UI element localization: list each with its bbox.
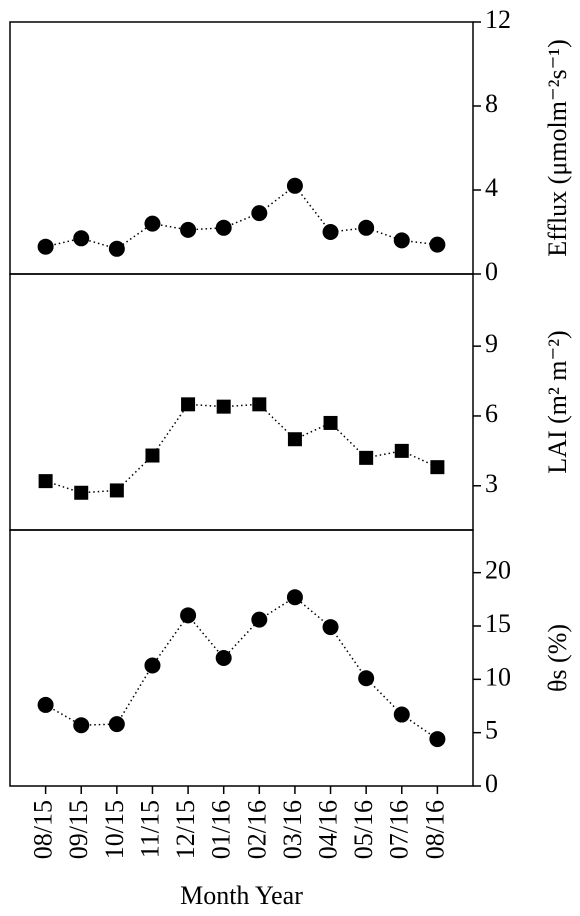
x-tick-label: 09/15	[64, 800, 93, 859]
marker	[358, 670, 375, 687]
marker	[251, 611, 268, 628]
x-tick-label: 11/15	[135, 800, 164, 858]
marker	[215, 219, 232, 236]
y-tick-label: 3	[485, 469, 498, 498]
y-tick-label: 15	[485, 609, 511, 638]
marker	[358, 219, 375, 236]
marker	[216, 399, 231, 414]
marker	[393, 232, 410, 249]
series-line	[45, 403, 438, 494]
y-tick-label: 9	[485, 329, 498, 358]
marker	[180, 607, 197, 624]
marker	[180, 221, 197, 238]
marker	[37, 696, 54, 713]
marker	[37, 238, 54, 255]
marker	[323, 415, 338, 430]
y-tick-label: 0	[485, 769, 498, 798]
marker	[429, 236, 446, 253]
y-axis-label: LAI (m² m⁻²)	[543, 330, 572, 473]
x-tick-label: 10/15	[100, 800, 129, 859]
marker	[144, 215, 161, 232]
marker	[430, 460, 445, 475]
x-tick-label: 08/16	[420, 800, 449, 859]
x-tick-label: 02/16	[242, 800, 271, 859]
marker	[108, 240, 125, 257]
x-tick-label: 04/16	[314, 800, 343, 859]
marker	[322, 224, 339, 240]
series-line	[45, 184, 438, 250]
y-axis-label: Efflux (μmolm⁻²s⁻¹)	[543, 39, 572, 257]
marker	[108, 716, 125, 733]
marker	[359, 450, 374, 465]
x-tick-label: 07/16	[385, 800, 414, 859]
plot-frame	[9, 529, 474, 787]
marker	[429, 731, 446, 748]
x-tick-label: 03/16	[278, 800, 307, 859]
x-tick-label: 05/16	[349, 800, 378, 859]
x-tick-label: 01/16	[207, 800, 236, 859]
marker	[38, 474, 53, 489]
x-axis-label: Month Year	[180, 881, 303, 910]
marker	[145, 448, 160, 463]
y-tick-label: 10	[485, 662, 511, 691]
y-tick-label: 6	[485, 399, 498, 428]
x-tick-label: 12/15	[171, 800, 200, 859]
marker	[181, 397, 196, 412]
marker	[251, 205, 268, 222]
marker	[109, 483, 124, 498]
marker	[73, 717, 90, 734]
marker	[322, 619, 339, 636]
y-tick-label: 5	[485, 716, 498, 745]
y-tick-label: 20	[485, 556, 511, 585]
y-tick-label: 4	[485, 173, 498, 202]
marker	[74, 485, 89, 500]
y-tick-label: 12	[485, 5, 511, 34]
marker	[394, 443, 409, 458]
marker	[144, 657, 161, 674]
marker	[252, 397, 267, 412]
marker	[287, 432, 302, 447]
marker	[393, 706, 410, 723]
x-tick-label: 08/15	[29, 800, 58, 859]
marker	[286, 589, 303, 606]
marker	[215, 650, 232, 666]
series-line	[45, 596, 438, 740]
y-tick-label: 0	[485, 257, 498, 286]
marker	[73, 230, 90, 247]
marker	[286, 177, 303, 194]
y-tick-label: 8	[485, 89, 498, 118]
y-axis-label: θs (%)	[543, 624, 572, 692]
